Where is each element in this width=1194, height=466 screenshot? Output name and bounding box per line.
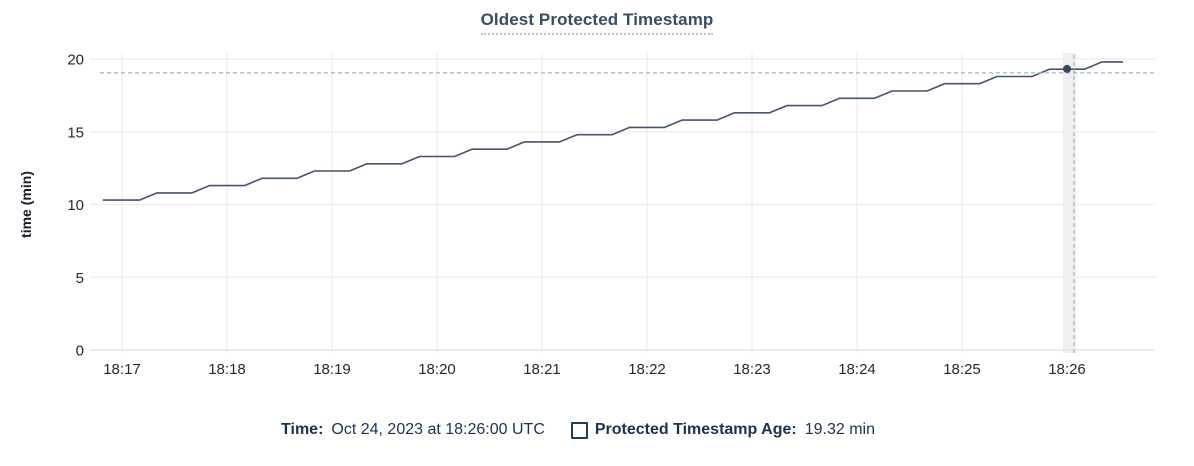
- series-checkbox-icon[interactable]: [570, 421, 588, 439]
- x-tick-label: 18:18: [208, 361, 246, 378]
- series-line: [102, 61, 1123, 201]
- x-tick-label: 18:19: [313, 361, 351, 378]
- x-tick-label: 18:24: [838, 361, 876, 378]
- y-tick-label: 5: [76, 270, 84, 287]
- x-tick-label: 18:22: [628, 361, 666, 378]
- x-tick-label: 18:25: [943, 361, 981, 378]
- y-tick-label: 0: [76, 343, 84, 360]
- hover-time-label: Time:: [281, 421, 324, 438]
- x-tick-label: 18:17: [103, 361, 141, 378]
- hover-legend-row: Time: Oct 24, 2023 at 18:26:00 UTC Prote…: [0, 421, 1194, 439]
- timeseries-chart-plot-area[interactable]: 0 5 10 15 20 18:17 18:18 18:19 18:20 18:21 18:22 18…: [0, 0, 1194, 400]
- series-hover-value: 19.32 min: [804, 421, 875, 438]
- x-tick-label: 18:20: [418, 361, 456, 378]
- y-tick-label: 15: [67, 124, 84, 141]
- hover-highlight-band: [1063, 53, 1076, 353]
- y-axis-title: time (min): [18, 171, 34, 238]
- legend-series-toggle[interactable]: Protected Timestamp Age: 19.32 min: [570, 421, 875, 439]
- y-tick-label: 20: [67, 52, 84, 69]
- x-tick-label: 18:26: [1048, 361, 1086, 378]
- x-tick-label: 18:23: [733, 361, 771, 378]
- chart-title[interactable]: Oldest Protected Timestamp: [480, 10, 714, 35]
- hover-point-dot: [1063, 64, 1071, 73]
- y-tick-label: 10: [67, 197, 84, 214]
- chart-title-row: Oldest Protected Timestamp: [0, 10, 1194, 35]
- series-name-label: Protected Timestamp Age:: [594, 421, 797, 438]
- x-tick-label: 18:21: [523, 361, 561, 378]
- hover-time-value: Oct 24, 2023 at 18:26:00 UTC: [331, 421, 545, 438]
